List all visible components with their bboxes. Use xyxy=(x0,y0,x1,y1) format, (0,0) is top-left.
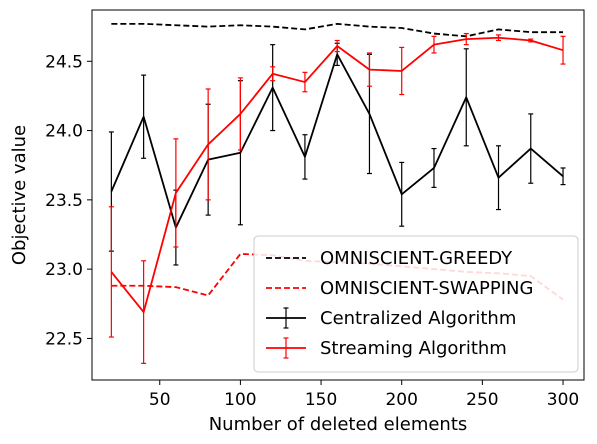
x-tick-label: 250 xyxy=(466,390,498,410)
y-tick-label: 22.5 xyxy=(45,329,83,349)
legend-entry-omniscient-greedy: OMNISCIENT-GREEDY xyxy=(266,248,513,269)
y-tick-label: 23.5 xyxy=(45,191,83,211)
series-line xyxy=(110,36,564,313)
x-axis-label: Number of deleted elements xyxy=(209,414,468,435)
x-tick-label: 100 xyxy=(224,390,256,410)
series-line xyxy=(110,53,564,229)
y-axis-label: Objective value xyxy=(9,125,30,265)
plot-frame xyxy=(91,9,585,381)
error-bar xyxy=(108,206,114,338)
y-axis: 22.5 23.0 23.5 24.0 24.5 xyxy=(45,52,92,349)
x-tick-label: 50 xyxy=(149,390,171,410)
legend-entry-omniscient-swapping: OMNISCIENT-SWAPPING xyxy=(266,278,533,299)
legend-label: Streaming Algorithm xyxy=(320,338,507,359)
legend: OMNISCIENT-GREEDY OMNISCIENT-SWAPPING Cent… xyxy=(253,235,579,373)
x-tick-label: 200 xyxy=(385,390,417,410)
series-omniscient-greedy xyxy=(111,22,564,38)
legend-entry-centralized-algorithm: Centralized Algorithm xyxy=(266,307,516,329)
x-tick-label: 300 xyxy=(547,390,579,410)
x-tick-label: 150 xyxy=(305,390,337,410)
y-tick-label: 23.0 xyxy=(45,260,83,280)
series-line xyxy=(111,22,564,38)
legend-label: Centralized Algorithm xyxy=(320,308,516,329)
legend-box xyxy=(253,235,579,373)
series-centralized-algorithm xyxy=(108,42,566,266)
legend-label: OMNISCIENT-GREEDY xyxy=(320,248,513,269)
legend-entry-streaming-algorithm: Streaming Algorithm xyxy=(266,337,507,359)
plot-content xyxy=(108,22,566,364)
x-axis: 50 100 150 200 250 300 xyxy=(149,380,579,410)
series-streaming-algorithm xyxy=(108,32,566,364)
y-tick-label: 24.5 xyxy=(45,52,83,72)
legend-label: OMNISCIENT-SWAPPING xyxy=(320,278,533,299)
y-tick-label: 24.0 xyxy=(45,122,83,142)
